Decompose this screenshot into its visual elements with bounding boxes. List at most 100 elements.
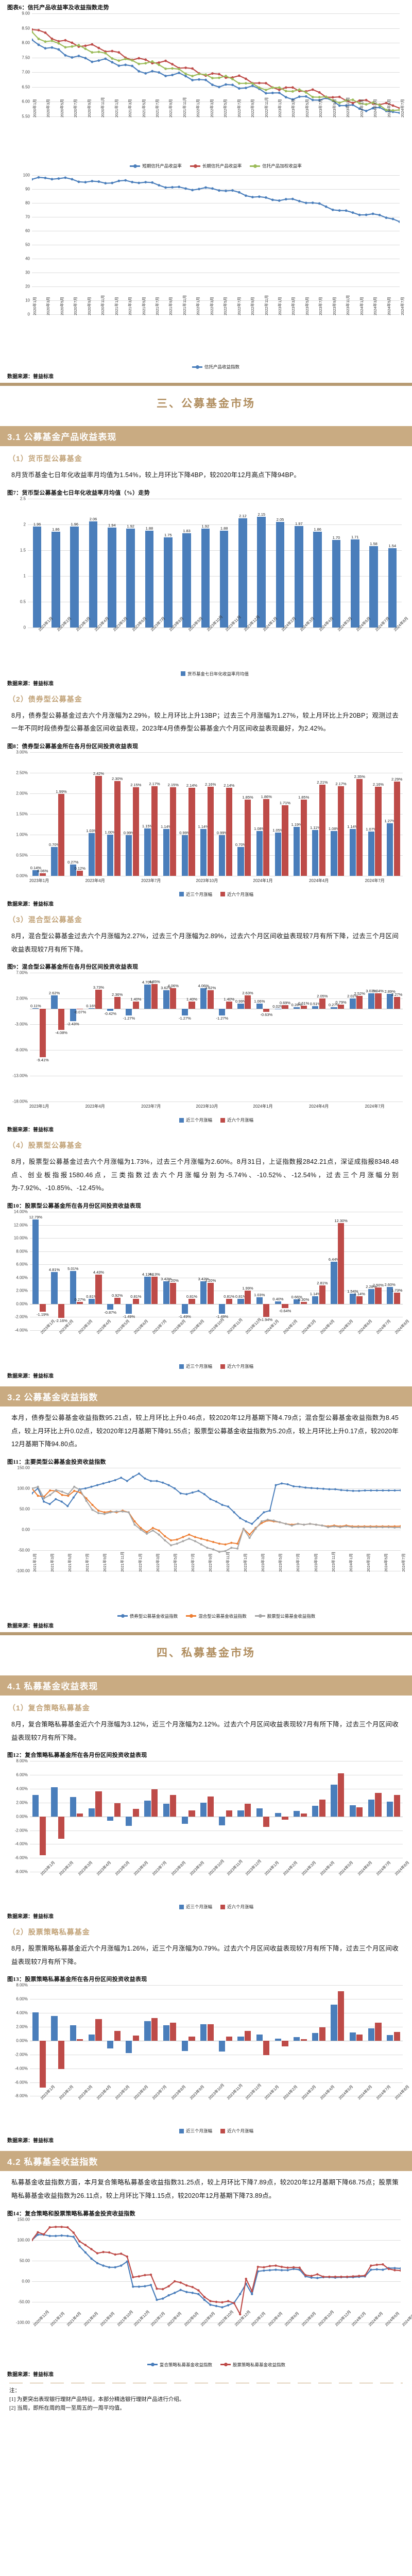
bar — [263, 1816, 270, 1827]
y-axis-label: -8.00% — [14, 1047, 28, 1053]
bar-value-label: 2.15% — [167, 782, 179, 787]
bar-value-label: 1.14% — [310, 1292, 321, 1297]
paragraph-mixed-fund: 8月，混合型公募基金过去六个月涨幅为2.27%，过去三个月涨幅为2.89%，过去… — [11, 932, 399, 953]
bar-value-label: 0.81% — [235, 1294, 247, 1299]
bar-value-label: 1.14% — [161, 824, 172, 829]
legend-label: 近六个月涨幅 — [227, 1904, 254, 1910]
bar — [331, 831, 337, 876]
x-axis-label: 2023年4月 — [85, 878, 105, 883]
section-3-heading: 三、公募基金市场 — [157, 398, 255, 410]
figure-6-block: 图表6：信托产品收益率及收益指数走势 9.00 8.50 8.00 7.50 7.00 6… — [0, 3, 412, 380]
y-axis-label: 8.00% — [16, 1758, 28, 1764]
x-axis-label: 2024年5月 — [386, 297, 391, 315]
legend-item: 近六个月涨幅 — [220, 891, 253, 897]
bar — [300, 1006, 307, 1009]
bar-value-label: 1.03% — [86, 828, 97, 834]
bar — [88, 1008, 95, 1009]
bar — [181, 1303, 188, 1314]
gridline — [32, 300, 400, 301]
bar — [282, 2040, 288, 2046]
bar-value-label: 3.73% — [93, 985, 105, 990]
bar — [163, 1804, 169, 1817]
y-axis-label: 8.00% — [16, 1249, 28, 1254]
legend-label: 近六个月涨幅 — [227, 2128, 254, 2134]
figure-7-chart: 0 0.5 1 1.5 2 2.5 1.96 1.86 1.96 2.06 1.94 1.92 1.88… — [20, 496, 409, 677]
bar-value-label: 1.19% — [291, 822, 302, 827]
bar-value-label: 4.13% — [149, 1272, 160, 1277]
bar-value-label: -0.63% — [260, 1012, 273, 1018]
y-axis-label: -6.00% — [14, 1855, 28, 1860]
bar — [293, 826, 300, 876]
bar-value-label: 2.05 — [276, 517, 284, 522]
figure-9-block: 图9：混合型公募基金所在各月份区间投资收益表现 7.00% 2.00% -3.00%… — [0, 962, 412, 1133]
bar-value-label: 2.14% — [224, 783, 235, 788]
x-axis-label: 2022年11月 — [226, 1551, 231, 1572]
bar — [51, 995, 58, 1009]
y-axis-label: -4.00% — [14, 1841, 28, 1846]
y-axis-label: 80 — [25, 200, 30, 206]
bar-value-label: 2.62% — [48, 990, 60, 995]
bar-value-label: 1.54% — [347, 1289, 358, 1294]
y-axis-label: 2.00% — [16, 791, 28, 796]
y-axis-label: 9.00 — [22, 11, 30, 16]
bar-value-label: 0.81% — [224, 1294, 235, 1299]
section-4-2-bar: 4.2 私募基金收益指数 — [0, 2151, 412, 2172]
bar-value-label: 1.99% — [242, 1286, 253, 1291]
bar — [51, 1272, 58, 1304]
section-divider-top — [0, 383, 412, 386]
x-axis-label: 2023年9月 — [332, 99, 337, 117]
bar-value-label: -0.07% — [74, 1009, 87, 1014]
y-axis-label: 0.00% — [16, 2038, 28, 2043]
bar — [188, 787, 195, 876]
legend-label: 近六个月涨幅 — [227, 1117, 254, 1123]
legend-label: 股票策略私募基金收益指数 — [233, 2362, 286, 2367]
bar-value-label: -0.42% — [104, 1011, 117, 1016]
bar — [77, 871, 83, 876]
bar-value-label: 1.40% — [224, 997, 235, 1002]
x-axis-label: 2024年3月 — [373, 99, 378, 117]
bar — [369, 546, 378, 628]
gridline — [32, 2240, 401, 2241]
bar-value-label: 1.83 — [183, 528, 191, 533]
bar — [319, 1800, 325, 1817]
figure-8-source: 数据来源：普益标准 — [7, 901, 54, 907]
bar — [219, 1009, 226, 1015]
y-axis-label: 90 — [25, 187, 30, 192]
legend-label: 近三个月涨幅 — [185, 891, 212, 897]
gridline — [32, 87, 400, 88]
bar-value-label: -1.27% — [179, 1015, 191, 1021]
bar — [300, 2039, 307, 2041]
bar — [337, 1005, 345, 1009]
bar — [300, 799, 307, 876]
bar-value-label: 1.54 — [388, 543, 397, 548]
figure-9-chart: 7.00% 2.00% -3.00% -8.00% -13.00% -18.00% 0.11… — [12, 971, 403, 1123]
legend-swatch — [190, 164, 200, 168]
section-divider-two — [0, 1632, 412, 1635]
x-axis-label: 2022年1月 — [138, 1553, 143, 1572]
legend-swatch — [220, 892, 225, 897]
bar-value-label: 2.63% — [242, 990, 253, 995]
bar — [244, 1804, 251, 1817]
bar-value-label: 2.17% — [149, 782, 160, 787]
y-axis-label: -3.00% — [14, 1022, 28, 1027]
bar — [70, 1270, 76, 1304]
bar — [107, 1816, 114, 1821]
bar — [393, 2031, 400, 2041]
bar — [170, 1794, 177, 1817]
bar-value-label: 1.86 — [314, 527, 321, 532]
gridline — [30, 1251, 403, 1252]
bar — [170, 787, 177, 876]
bar — [107, 834, 114, 876]
bar-value-label: 2.60% — [384, 1282, 396, 1287]
legend-item: 近三个月涨幅 — [179, 1363, 212, 1369]
legend-swatch — [192, 365, 202, 369]
subsection-3-1-3: （3）混合型公募基金 — [8, 915, 82, 924]
y-axis-label: 0.00 — [22, 2279, 30, 2284]
paragraph-money-fund: 8月货币基金七日年化收益率月均值为1.54%，较上月环比下降4BP，较2020年… — [11, 471, 301, 479]
x-axis-label: 2024年7月 — [365, 878, 385, 883]
bar-value-label: 2.15% — [130, 782, 142, 787]
y-axis-label: 150.00 — [17, 1465, 30, 1470]
footnote-label: 注： — [9, 2387, 20, 2394]
bar-value-label: 2.15 — [258, 512, 266, 517]
bar-value-label: 2.17% — [335, 782, 347, 787]
